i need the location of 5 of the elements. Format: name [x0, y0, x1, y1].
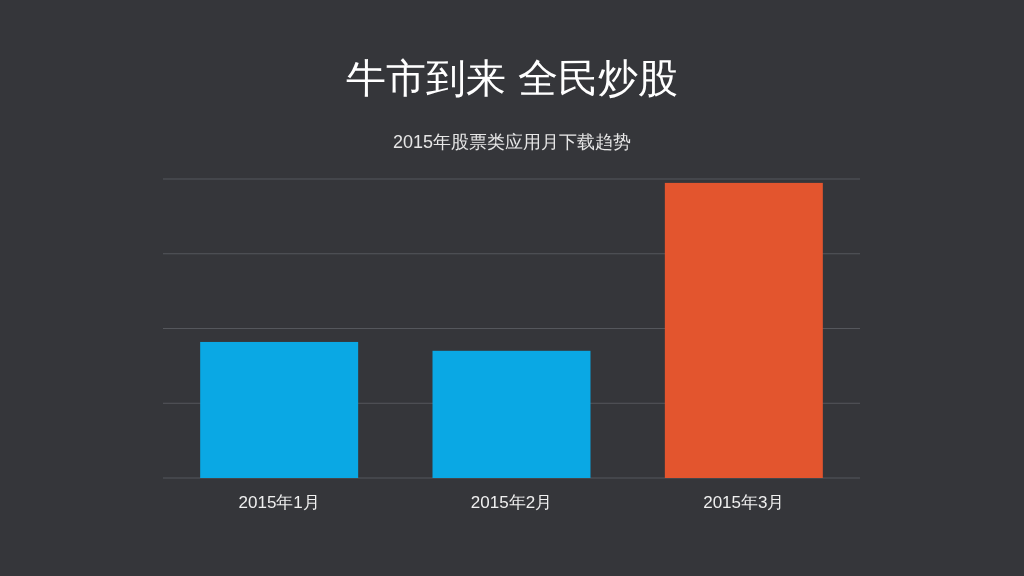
title: 牛市到来 全民炒股 — [346, 56, 678, 100]
x-tick-label: 2015年2月 — [470, 493, 553, 512]
x-tick-label: 2015年3月 — [703, 493, 785, 512]
x-tick-label: 2015年1月 — [238, 493, 320, 512]
subtitle: 2015年股票类应用月下载趋势 — [393, 132, 631, 152]
